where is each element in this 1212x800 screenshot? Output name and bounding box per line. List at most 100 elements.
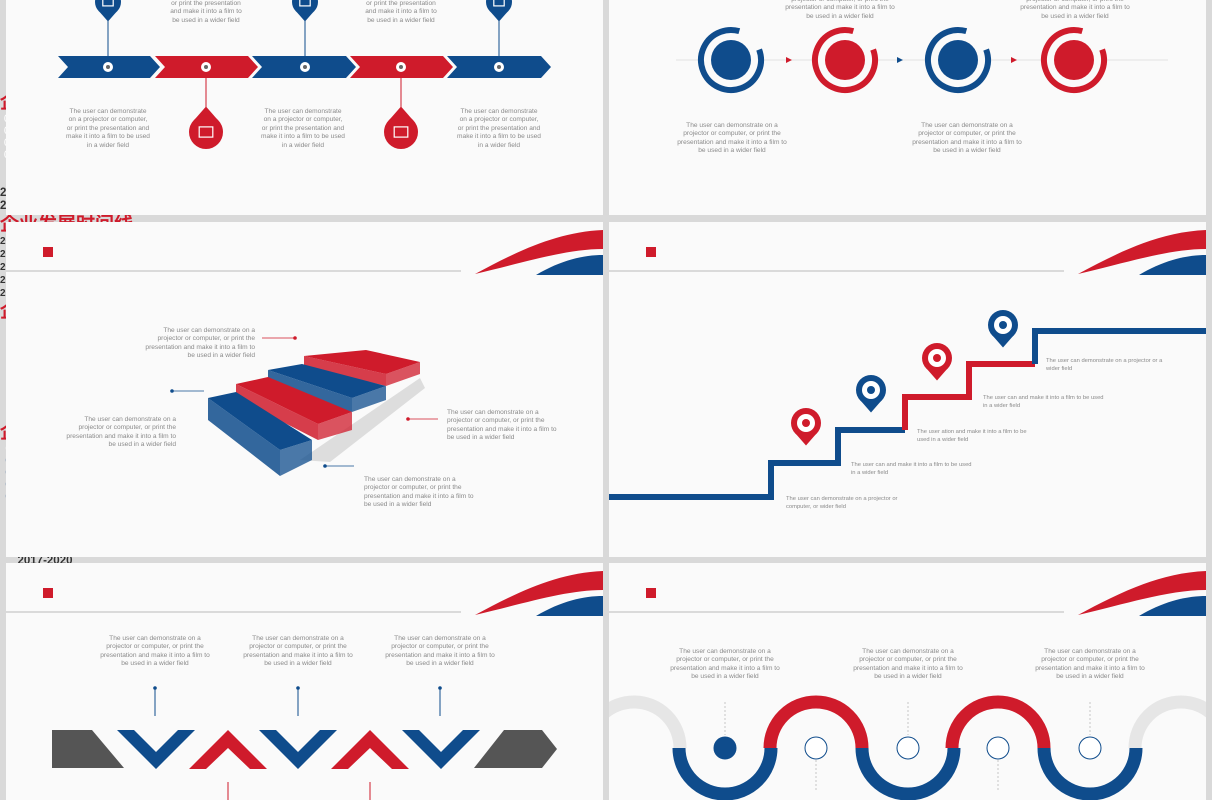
node-dot [303,65,307,69]
pin-icon [299,0,311,7]
chevron-down [402,730,480,769]
wave-arc [945,695,1051,749]
description: The user can demonstrate on a projector … [1035,648,1145,681]
step-top [236,377,352,424]
note: projector or computer, or print the pres… [1020,0,1130,20]
number-circle [1078,736,1102,760]
description: The user can demonstrate on a projector … [66,416,176,449]
description: The user can demonstrate on a projector … [853,648,963,681]
swoosh-red [1078,571,1206,615]
arrow [1011,57,1017,63]
stair-line-blue [1032,328,1206,364]
description: The user can demonstrate on a projector … [912,122,1022,155]
description: The user can demonstrate on a projector … [145,327,255,360]
end-shape [52,730,124,768]
step-side [386,362,420,386]
description: The user can demonstrate on a projector … [385,635,495,668]
description: The user can demonstrate on a projector … [1046,358,1163,373]
swoosh-blue [1139,596,1206,616]
step-side [318,412,352,440]
wave-arc [855,747,961,800]
leader-dot [323,464,327,468]
note: projector or computer, or print the pres… [785,0,895,20]
number-circle [713,736,737,760]
note: or print the presentation and make it in… [365,0,437,24]
arrow [786,57,792,63]
ring-core [825,40,865,80]
description: The user can demonstrate on a projector … [447,409,557,442]
slide [609,222,1206,557]
wave-arc [609,695,687,749]
wave-arc [1128,695,1206,749]
pin-head [189,115,223,149]
ring [698,27,764,93]
description: The user can demonstrate on a projector … [457,108,541,149]
description: The user can and make it into a film to … [983,395,1104,410]
description: The user can demonstrate on a projector … [100,635,210,668]
end-shape [474,730,557,768]
wave-arc [763,695,869,749]
connector-dot [438,686,442,690]
note: or print the presentation and make it in… [170,0,242,24]
leader-dot [293,336,297,340]
swoosh-red [475,230,603,274]
title-marker [646,247,656,257]
description: The user can demonstrate on a projector … [670,648,780,681]
ring-core [1054,40,1094,80]
arrow [897,57,903,63]
pin-dot [999,321,1007,329]
step-side [280,440,312,476]
wave-arc [1037,747,1143,800]
chevron-up [189,730,267,769]
description: The user ation and make it into a film t… [917,429,1027,444]
pin-head [95,0,121,15]
ring [812,27,878,93]
pin-icon [393,126,409,138]
step-front [268,370,352,412]
node-dot [204,65,208,69]
wave [609,695,1206,800]
description: The user can demonstrate on a projector … [677,122,787,155]
description: The user can demonstrate on a projector … [786,496,898,511]
step-top [208,392,312,450]
title-marker [43,588,53,598]
pin-dot [867,386,875,394]
step-front [304,356,386,386]
description: The user can demonstrate on a projector … [243,635,353,668]
swoosh-blue [1139,255,1206,275]
step-front [236,384,318,440]
description: The user can demonstrate on a projector … [261,108,345,149]
title-marker [43,247,53,257]
swoosh-blue [536,596,603,616]
step-front [208,398,280,476]
chevron-down [117,730,195,769]
swoosh-blue [536,255,603,275]
swoosh-red [1078,230,1206,274]
connector-dot [153,686,157,690]
pin-head [486,0,512,15]
chevron-up [331,730,409,769]
swoosh-red [475,571,603,615]
description: The user can demonstrate on a projector … [66,108,150,149]
pin-head [292,0,318,15]
ring [925,27,991,93]
stair-line-red [902,361,1035,430]
leader-dot [406,417,410,421]
node-dot [399,65,403,69]
stair-line-blue [609,427,905,500]
wave-arc [672,747,778,800]
step-top [304,350,420,374]
pin-icon [493,0,505,7]
pin-head [384,115,418,149]
title-marker [646,588,656,598]
step-side [352,386,386,412]
connector-dot [296,686,300,690]
description: The user can and make it into a film to … [851,462,972,477]
shadow [300,378,425,462]
description: The user can demonstrate on a projector … [364,476,474,509]
slide [609,0,1206,215]
pin-dot [933,354,941,362]
node-dot [106,65,110,69]
